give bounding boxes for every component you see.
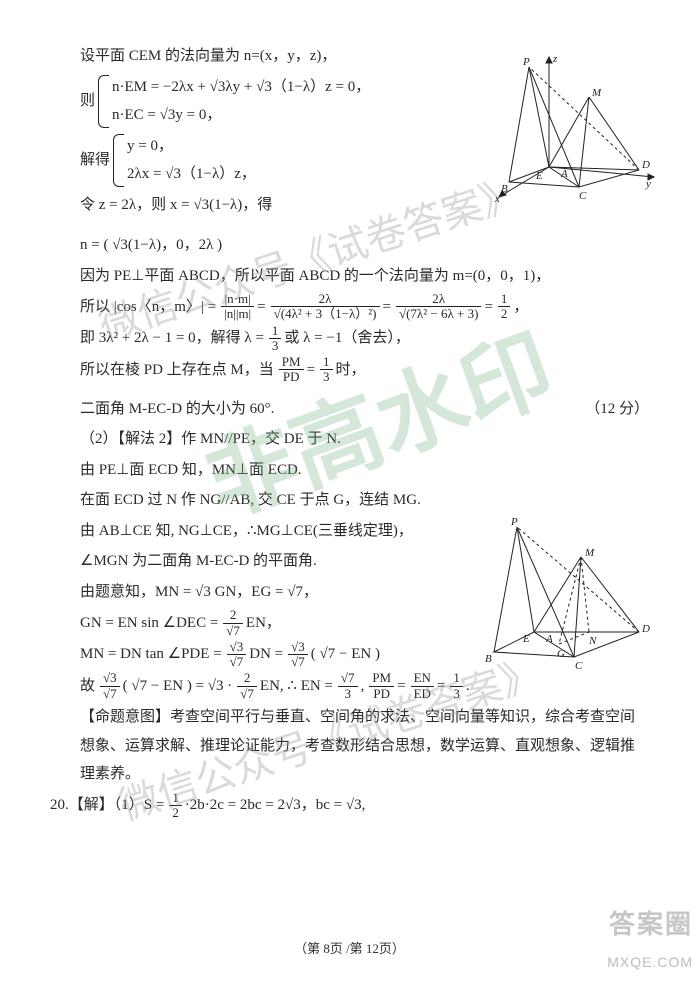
text-line: 在面 ECD 过 N 作 NG//AB, 交 CE 于点 G，连结 MG. [50,486,649,515]
fig2-label-G: G [557,648,565,660]
label-solve: 解得 [80,146,110,175]
eq-lambda-line: 即 3λ² + 2λ − 1 = 0，解得 λ = 13 或 λ = −1（舍去… [50,324,649,354]
fig1-axis-y: y [645,178,651,190]
fig1-label-M: M [591,87,602,99]
text-line: 由 PE⊥面 ECD 知，MN⊥面 ECD. [50,456,649,485]
fig1-label-P: P [522,56,530,68]
fig1-label-D: D [641,159,650,171]
eq-nec: n·EC = √3y = 0， [112,101,370,130]
figure-3d-plain: P M D C A E B N G [439,512,659,672]
fig1-label-E: E [535,170,543,182]
fig1-label-A: A [560,168,568,180]
cos-label: 所以 |cos〈n，m〉| = [80,293,216,322]
fig1-label-B: B [501,183,508,195]
fig2-label-E: E [522,633,530,645]
eq-final-line: 故 √3√7 ( √7 − EN ) = √3 · 2√7 EN, ∴ EN =… [50,671,649,701]
text-line: （2）【解法 2】作 MN//PE，交 DE 于 N. [50,425,649,454]
fig1-axis-z: z [552,53,558,65]
fig1-label-C: C [579,190,587,202]
text-line: 二面角 M-EC-D 的大小为 60°. （12 分） [50,395,649,424]
eq-nem: n·EM = −2λx + √3λy + √3（1−λ）z = 0， [112,73,370,102]
fig1-axis-x: x [494,193,500,202]
fig2-label-M: M [584,547,595,559]
eq-2lx: 2λx = √3（1−λ）z， [127,160,256,189]
q20-line: 20.【解】（1）S = 12 ·2b·2c = 2bc = 2√3，bc = … [50,791,649,821]
fig2-label-P: P [510,516,518,528]
fig2-label-N: N [588,635,597,647]
page: 微信公众号《试卷答案》 微信公众号《试卷答案》 非高水印 P M D C [50,42,649,820]
score-badge: （12 分） [585,395,649,424]
fig2-label-D: D [641,623,650,635]
fig2-label-A: A [545,633,553,645]
text-line: n = ( √3(1−λ)，0，2λ ) [50,231,649,260]
eq-cos-line: 所以 |cos〈n，m〉| = |n·m||n||m| = 2λ√(4λ² + … [50,292,649,322]
eq-y0: y = 0， [127,132,256,161]
text-line: 因为 PE⊥平面 ABCD，所以平面 ABCD 的一个法向量为 m=(0，0，1… [50,262,649,291]
label-then: 则 [80,87,95,116]
intent-paragraph: 【命题意图】考查空间平行与垂直、空间角的求法、空间向量等知识，综合考查空间想象、… [50,703,649,789]
eq-pmpd-line: 所以在棱 PD 上存在点 M，当 PMPD = 13 时， [50,355,649,385]
page-footer: （第 8页 /第 12页） [0,937,699,962]
figure-3d-axes: P M D C A E B x y z [449,52,659,202]
fig2-label-B: B [485,653,492,665]
fig2-label-C: C [575,660,583,672]
